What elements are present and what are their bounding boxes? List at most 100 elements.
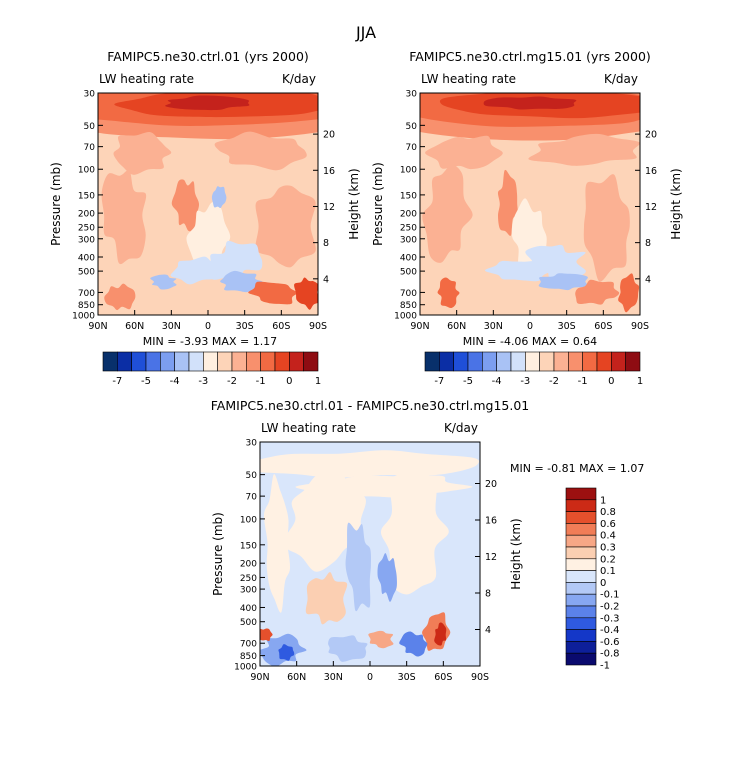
y-axis-label: Pressure (mb) [49, 162, 63, 246]
y-tick-label: 300 [240, 586, 257, 596]
x-tick-label: 90S [471, 672, 489, 683]
y-tick-label: 100 [240, 515, 257, 525]
contour-region [422, 164, 473, 263]
y-tick-label: 70 [406, 143, 418, 153]
colorbar-swatch [289, 351, 304, 372]
height-tick-label: 16 [323, 166, 335, 177]
contour-region [101, 170, 147, 265]
y-tick-label: 50 [84, 122, 96, 132]
colorbar-swatch [596, 351, 612, 372]
y-tick-label: 250 [78, 224, 95, 234]
y-tick-label: 250 [400, 224, 417, 234]
x-tick-label: 60N [287, 672, 306, 683]
colorbar-swatch [102, 351, 118, 372]
contour-region [380, 470, 449, 595]
height-tick-label: 4 [645, 274, 651, 285]
y-tick-label: 70 [246, 493, 258, 503]
contour-region [618, 273, 640, 313]
y-tick-label: 200 [78, 210, 95, 220]
x-tick-label: 30N [162, 321, 181, 332]
colorbar-label: -0.3 [600, 613, 620, 624]
colorbar-label: -7 [112, 376, 122, 387]
colorbar-label: -0.8 [600, 649, 620, 660]
height-tick-label: 12 [323, 202, 335, 213]
plot-layer: FAMIPC5.ne30.ctrl.01 (yrs 2000) LW heatin… [49, 49, 683, 683]
contour-region [248, 281, 298, 305]
stats-text: MIN = -4.06 MAX = 0.64 [463, 335, 597, 348]
y-tick-label: 300 [78, 235, 95, 245]
colorbar-label: 0.1 [600, 566, 616, 577]
y-tick-label: 500 [78, 268, 95, 278]
contour-region [282, 466, 366, 572]
contour-region [437, 277, 460, 309]
panel-title: FAMIPC5.ne30.ctrl.mg15.01 (yrs 2000) [409, 49, 651, 64]
contour-region [260, 450, 479, 478]
colorbar-swatch [568, 351, 583, 372]
colorbar-label: -1 [256, 376, 266, 387]
y-axis-label: Pressure (mb) [211, 512, 225, 596]
contour-field [420, 93, 640, 315]
y-tick-label: 400 [240, 604, 257, 614]
colorbar-swatch [565, 523, 597, 536]
contour-region [278, 644, 295, 661]
colorbar-swatch [203, 351, 218, 372]
contour-region [497, 169, 518, 236]
contour-region [345, 522, 371, 612]
height-tick-label: 4 [323, 274, 329, 285]
colorbar-label: -3 [520, 376, 530, 387]
height-tick-label: 4 [485, 625, 491, 636]
y2-axis-label: Height (km) [347, 168, 361, 239]
colorbar-label: 0.3 [600, 543, 616, 554]
colorbar-swatch [565, 499, 597, 512]
y-tick-label: 400 [400, 253, 417, 263]
colorbar-swatch [565, 617, 597, 630]
height-tick-label: 8 [323, 238, 329, 249]
x-tick-label: 90N [88, 321, 107, 332]
y-tick-label: 200 [240, 560, 257, 570]
colorbar-swatch [231, 351, 247, 372]
colorbar-swatch [565, 593, 597, 607]
height-tick-label: 16 [485, 515, 497, 526]
x-tick-label: 60S [434, 672, 452, 683]
y-tick-label: 30 [406, 90, 418, 100]
colorbar-label: -1 [578, 376, 588, 387]
x-tick-label: 90N [250, 672, 269, 683]
panel-title: FAMIPC5.ne30.ctrl.01 (yrs 2000) [107, 49, 309, 64]
contour-region [525, 244, 586, 281]
colorbar-swatch [174, 351, 190, 372]
colorbar-swatch [260, 351, 276, 372]
y-tick-label: 300 [400, 235, 417, 245]
contour-region [260, 628, 273, 641]
y-tick-label: 1000 [72, 312, 95, 322]
colorbar-label: 0 [608, 376, 614, 387]
colorbar-swatch [582, 351, 598, 372]
colorbar-swatch [131, 351, 147, 372]
y-tick-label: 50 [406, 122, 418, 132]
y-tick-label: 50 [246, 471, 258, 481]
x-tick-label: 0 [205, 321, 211, 332]
y-tick-label: 1000 [394, 312, 417, 322]
colorbar-swatch [145, 351, 161, 372]
colorbar-swatch [611, 351, 626, 372]
y-tick-label: 850 [78, 301, 95, 311]
colorbar-swatch [482, 351, 497, 372]
height-tick-label: 8 [485, 588, 491, 599]
contour-region [368, 630, 394, 649]
contour-region [165, 95, 250, 111]
height-tick-label: 16 [645, 166, 657, 177]
colorbar-label: 0.4 [600, 531, 616, 542]
y-tick-label: 30 [246, 439, 258, 449]
colorbar-label: -5 [141, 376, 151, 387]
colorbar-label: -3 [198, 376, 208, 387]
contour-region [484, 260, 552, 282]
y-tick-label: 850 [400, 301, 417, 311]
x-tick-label: 0 [527, 321, 533, 332]
y-tick-label: 150 [240, 541, 257, 551]
contour-region [170, 256, 223, 285]
contour-region [171, 179, 200, 232]
y-tick-label: 70 [84, 143, 96, 153]
height-tick-label: 20 [485, 479, 497, 490]
colorbar-swatch [525, 351, 540, 372]
x-tick-label: 60S [272, 321, 290, 332]
